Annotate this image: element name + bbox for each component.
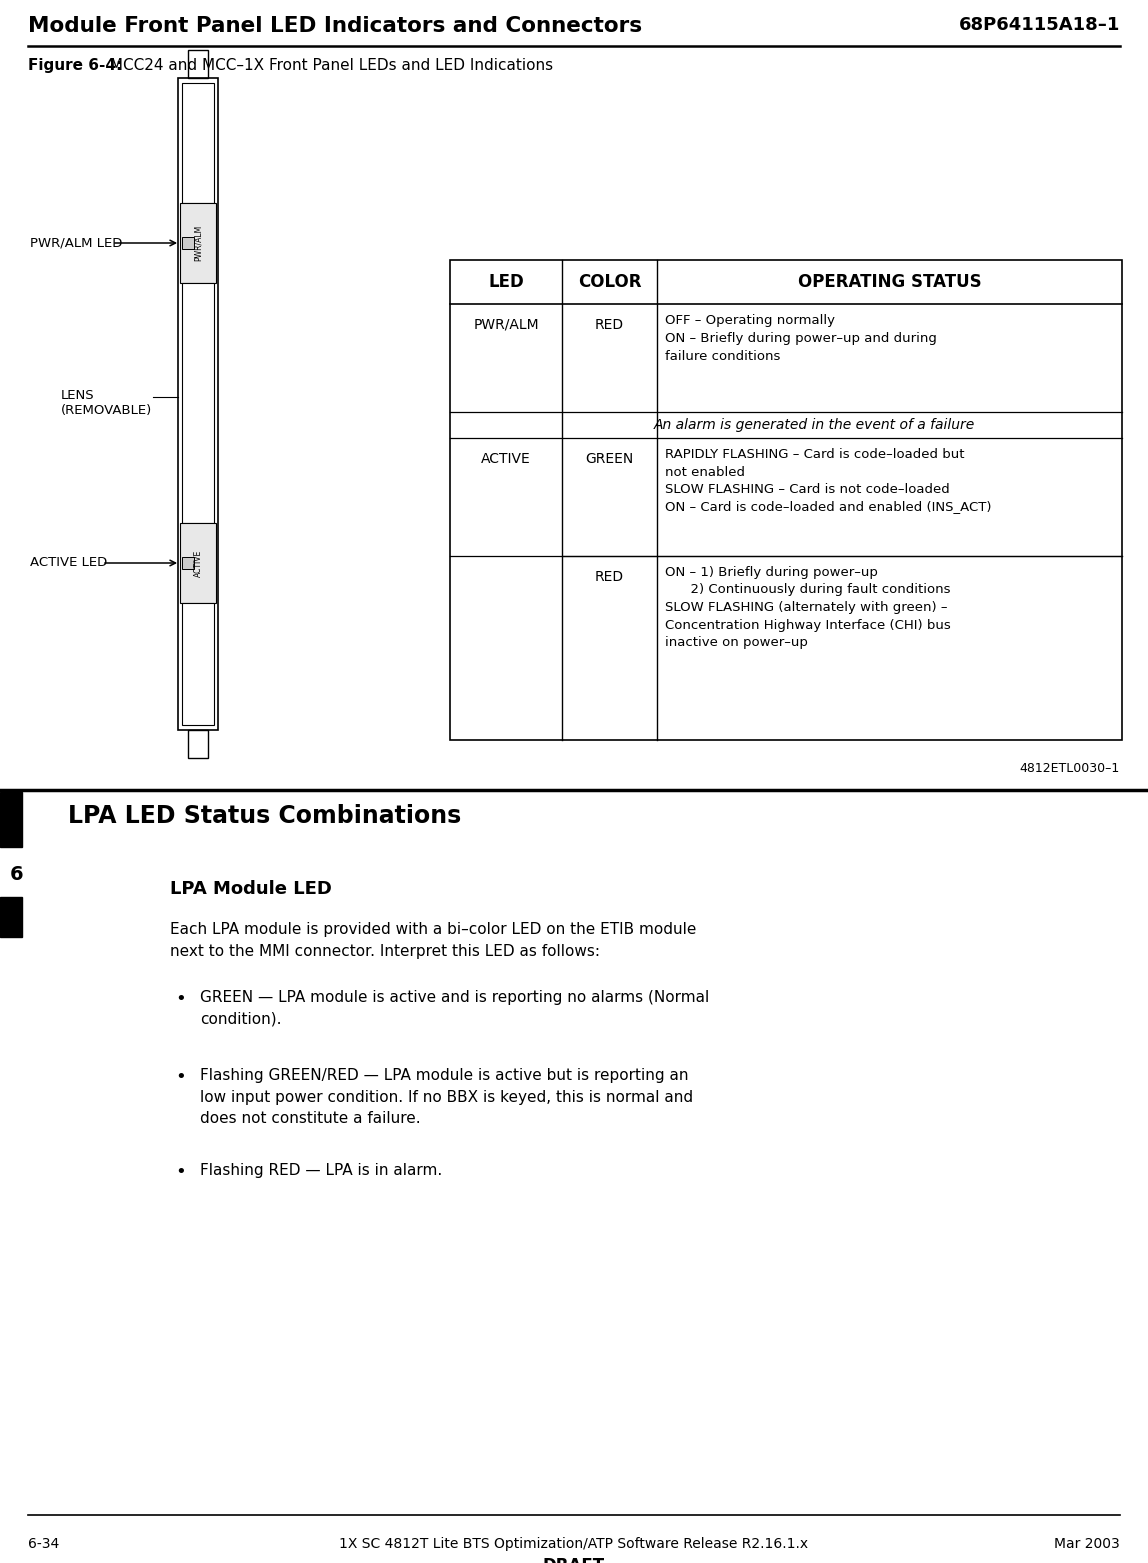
Text: MCC24 and MCC–1X Front Panel LEDs and LED Indications: MCC24 and MCC–1X Front Panel LEDs and LE… <box>104 58 553 73</box>
Bar <box>183 556 194 569</box>
Bar <box>188 730 208 758</box>
Text: An alarm is generated in the event of a failure: An alarm is generated in the event of a … <box>653 417 975 431</box>
Text: OPERATING STATUS: OPERATING STATUS <box>798 274 982 291</box>
Text: LPA LED Status Combinations: LPA LED Status Combinations <box>68 803 461 828</box>
Text: LENS
(REMOVABLE): LENS (REMOVABLE) <box>61 389 152 417</box>
Text: 1X SC 4812T Lite BTS Optimization/ATP Software Release R2.16.1.x: 1X SC 4812T Lite BTS Optimization/ATP So… <box>340 1536 808 1550</box>
Text: 6: 6 <box>10 864 24 885</box>
Text: •: • <box>174 1163 186 1182</box>
Text: RED: RED <box>595 317 625 331</box>
Bar <box>188 50 208 78</box>
Text: ON – 1) Briefly during power–up
      2) Continuously during fault conditions
SL: ON – 1) Briefly during power–up 2) Conti… <box>665 566 951 649</box>
Text: GREEN — LPA module is active and is reporting no alarms (Normal
condition).: GREEN — LPA module is active and is repo… <box>200 989 709 1027</box>
Bar <box>450 259 1122 739</box>
Text: •: • <box>174 1068 186 1086</box>
Text: LPA Module LED: LPA Module LED <box>170 880 332 899</box>
Bar <box>183 603 214 725</box>
Text: 68P64115A18–1: 68P64115A18–1 <box>959 16 1120 34</box>
Text: Flashing GREEN/RED — LPA module is active but is reporting an
low input power co: Flashing GREEN/RED — LPA module is activ… <box>200 1068 693 1127</box>
Text: PWR/ALM: PWR/ALM <box>194 225 202 261</box>
Bar <box>178 78 218 730</box>
Text: OFF – Operating normally
ON – Briefly during power–up and during
failure conditi: OFF – Operating normally ON – Briefly du… <box>665 314 937 363</box>
Bar <box>180 524 216 603</box>
Text: LED: LED <box>488 274 523 291</box>
Text: •: • <box>174 989 186 1008</box>
Text: RED: RED <box>595 570 625 585</box>
Bar <box>183 238 194 249</box>
Text: Flashing RED — LPA is in alarm.: Flashing RED — LPA is in alarm. <box>200 1163 442 1179</box>
Text: Mar 2003: Mar 2003 <box>1054 1536 1120 1550</box>
Bar <box>183 283 214 524</box>
Text: RAPIDLY FLASHING – Card is code–loaded but
not enabled
SLOW FLASHING – Card is n: RAPIDLY FLASHING – Card is code–loaded b… <box>665 449 992 514</box>
Text: ACTIVE LED: ACTIVE LED <box>30 556 107 569</box>
Text: Figure 6-4:: Figure 6-4: <box>28 58 122 73</box>
Bar <box>183 83 214 203</box>
Text: Module Front Panel LED Indicators and Connectors: Module Front Panel LED Indicators and Co… <box>28 16 642 36</box>
Bar <box>0 792 22 847</box>
Text: 4812ETL0030–1: 4812ETL0030–1 <box>1019 763 1120 775</box>
Text: 6-34: 6-34 <box>28 1536 60 1550</box>
Text: PWR/ALM: PWR/ALM <box>473 317 538 331</box>
Bar <box>180 203 216 283</box>
Text: PWR/ALM LED: PWR/ALM LED <box>30 236 123 250</box>
Text: GREEN: GREEN <box>585 452 634 466</box>
Text: ACTIVE: ACTIVE <box>481 452 530 466</box>
Text: ACTIVE: ACTIVE <box>194 549 202 577</box>
Bar <box>0 897 22 936</box>
Text: COLOR: COLOR <box>577 274 642 291</box>
Text: Each LPA module is provided with a bi–color LED on the ETIB module
next to the M: Each LPA module is provided with a bi–co… <box>170 922 697 958</box>
Text: DRAFT: DRAFT <box>543 1557 605 1563</box>
